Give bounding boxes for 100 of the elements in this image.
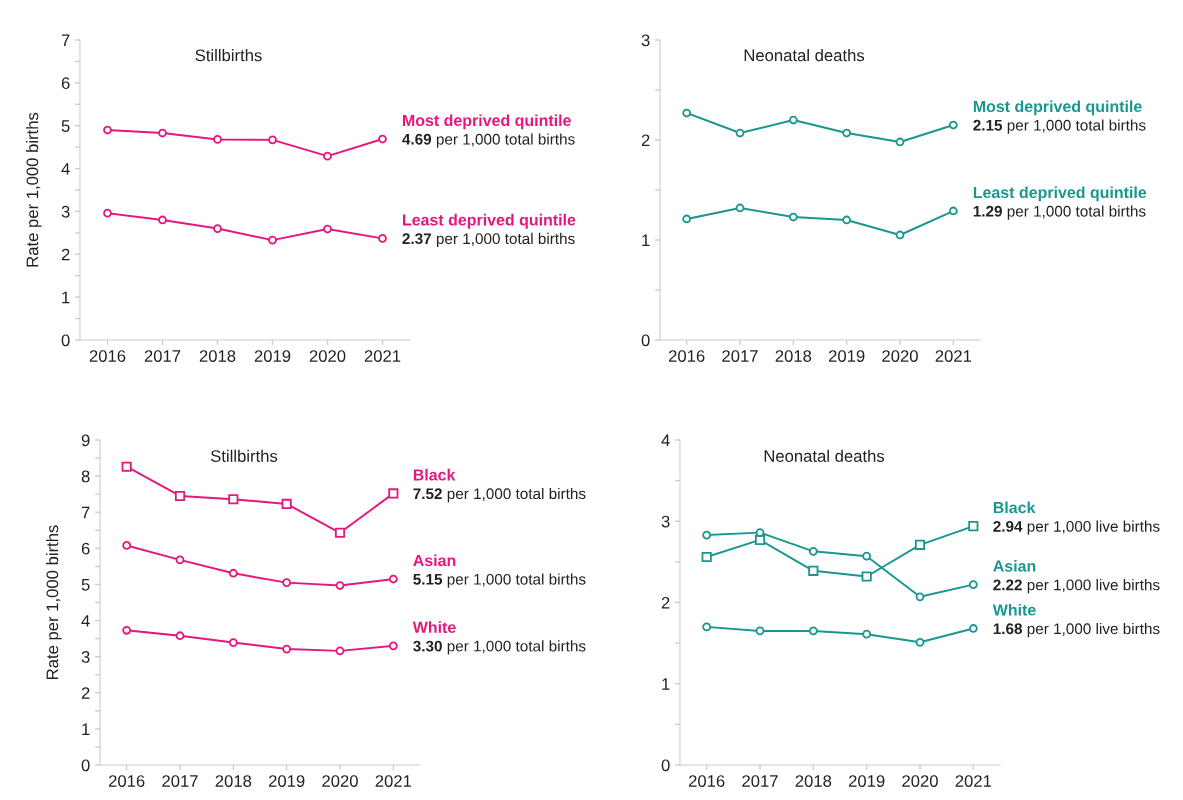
annotation: 5.15 per 1,000 total births xyxy=(413,573,586,588)
x-tick-label: 2021 xyxy=(364,350,401,362)
annotation: 1.29 per 1,000 total births xyxy=(973,205,1146,220)
point xyxy=(174,490,186,502)
point xyxy=(914,539,926,550)
annotation: 1.68 per 1,000 live births xyxy=(993,622,1160,638)
series-label: Asian xyxy=(413,554,456,567)
y-tick-label: 0 xyxy=(641,334,650,347)
annotation: 2.37 per 1,000 total births xyxy=(402,232,575,248)
y-tick-label: 0 xyxy=(81,759,90,772)
point xyxy=(862,551,872,561)
point xyxy=(388,574,398,584)
annotation: 4.69 per 1,000 total births xyxy=(402,133,575,148)
annotation: 2.94 per 1,000 live births xyxy=(993,520,1160,535)
y-tick-label: 7 xyxy=(81,506,90,519)
y-tick-label: 3 xyxy=(661,515,670,528)
point xyxy=(842,215,852,225)
y-tick-label: 4 xyxy=(81,615,90,627)
x-tick-label: 2017 xyxy=(144,350,181,362)
chart-title: Stillbirths xyxy=(195,49,262,62)
point xyxy=(228,494,239,505)
x-tick-label: 2016 xyxy=(688,775,725,787)
point xyxy=(335,646,345,656)
series-label: Least deprived quintile xyxy=(403,213,576,229)
point xyxy=(122,625,132,635)
annotation: 2.22 per 1,000 live births xyxy=(993,579,1160,594)
point xyxy=(788,212,798,222)
y-tick-label: 2 xyxy=(81,687,90,699)
point xyxy=(122,541,132,550)
x-tick-label: 2018 xyxy=(795,775,832,787)
annotation: 3.30 per 1,000 total births xyxy=(413,640,586,655)
y-tick-label: 3 xyxy=(81,651,90,663)
y-tick-label: 2 xyxy=(661,596,670,609)
point xyxy=(213,135,222,144)
point xyxy=(121,461,132,472)
point xyxy=(808,546,818,556)
y-tick-label: 1 xyxy=(82,723,90,735)
point xyxy=(213,224,222,233)
series-label: Most deprived quintile xyxy=(973,100,1142,116)
x-tick-label: 2020 xyxy=(309,350,346,362)
point xyxy=(388,641,398,651)
y-tick-label: 3 xyxy=(641,34,650,47)
series-label: White xyxy=(992,603,1036,616)
point xyxy=(175,555,185,565)
point xyxy=(702,530,712,540)
point xyxy=(968,624,978,633)
point xyxy=(808,565,819,576)
series-label: Asian xyxy=(993,560,1036,572)
series-label: Black xyxy=(993,501,1036,514)
y-tick-label: 8 xyxy=(81,470,90,483)
series-label: Least deprived quintile xyxy=(973,186,1147,202)
x-tick-label: 2016 xyxy=(89,350,126,362)
y-tick-label: 5 xyxy=(61,120,70,132)
y-tick-label: 7 xyxy=(61,34,70,47)
point xyxy=(755,626,765,636)
y-tick-label: 5 xyxy=(81,579,90,591)
point xyxy=(175,631,185,641)
x-tick-label: 2021 xyxy=(935,350,972,362)
point xyxy=(282,644,292,654)
point xyxy=(158,215,167,225)
y-axis-title: Rate per 1,000 births xyxy=(46,525,62,679)
point xyxy=(968,580,978,590)
y-tick-label: 4 xyxy=(661,434,670,447)
point xyxy=(754,534,766,546)
point xyxy=(281,498,292,509)
point xyxy=(378,234,387,243)
point xyxy=(388,488,399,499)
point xyxy=(948,120,958,130)
point xyxy=(268,235,277,245)
point xyxy=(948,206,958,216)
x-tick-label: 2021 xyxy=(955,775,992,787)
point xyxy=(895,230,905,240)
point xyxy=(915,592,925,602)
annotation: 7.52 per 1,000 total births xyxy=(413,487,586,503)
x-tick-label: 2020 xyxy=(882,350,918,362)
point xyxy=(682,108,692,118)
y-tick-label: 1 xyxy=(62,291,70,304)
series-label: Most deprived quintile xyxy=(403,114,571,130)
y-tick-label: 3 xyxy=(61,205,70,218)
y-tick-label: 1 xyxy=(642,234,650,247)
y-tick-label: 0 xyxy=(61,334,70,347)
x-tick-label: 2018 xyxy=(775,350,812,362)
x-tick-label: 2018 xyxy=(199,350,236,362)
x-tick-label: 2016 xyxy=(108,775,145,787)
chart-title: Neonatal deaths xyxy=(744,49,865,62)
point xyxy=(103,208,112,218)
point xyxy=(862,629,872,639)
series-label: Black xyxy=(413,468,456,481)
x-tick-label: 2021 xyxy=(375,775,412,787)
y-tick-label: 4 xyxy=(61,163,70,175)
y-tick-label: 6 xyxy=(81,542,90,555)
point xyxy=(228,568,238,578)
point xyxy=(808,626,818,636)
series-label: White xyxy=(412,621,456,633)
x-tick-label: 2019 xyxy=(254,350,291,362)
chart-title: Stillbirths xyxy=(210,449,278,462)
x-tick-label: 2020 xyxy=(902,775,938,787)
point xyxy=(842,128,852,138)
x-tick-label: 2016 xyxy=(668,350,705,362)
y-tick-label: 1 xyxy=(662,678,670,690)
